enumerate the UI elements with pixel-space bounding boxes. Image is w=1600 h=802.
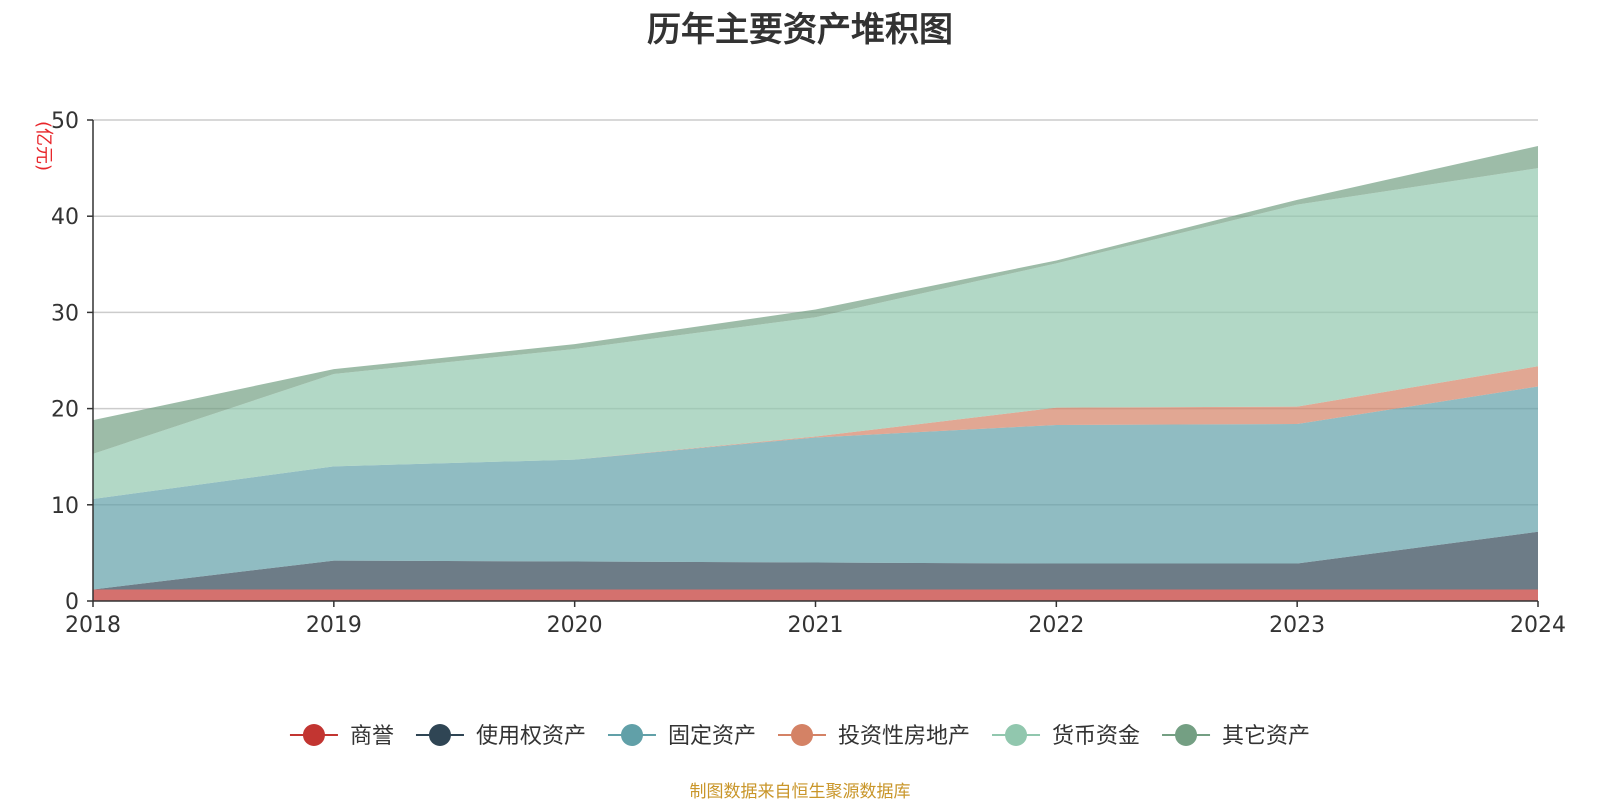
legend-label: 固定资产 bbox=[668, 724, 756, 749]
x-tick-label: 2024 bbox=[1510, 613, 1566, 638]
y-tick-label: 50 bbox=[51, 109, 79, 134]
legend-item-1: 使用权资产 bbox=[415, 724, 586, 749]
legend-item-2: 固定资产 bbox=[607, 724, 756, 749]
area-series bbox=[93, 145, 1538, 601]
x-tick-label: 2020 bbox=[547, 613, 603, 638]
chart-title: 历年主要资产堆积图 bbox=[647, 10, 953, 50]
legend-label: 使用权资产 bbox=[476, 724, 586, 749]
legend-label: 商誉 bbox=[350, 724, 394, 749]
tick-labels: 0 10 20 30 40 50 2018 2019 2020 2021 2022 2023 2024 bbox=[51, 109, 1566, 638]
legend-item-4: 货币资金 bbox=[992, 724, 1140, 749]
legend-marker bbox=[620, 724, 643, 746]
legend-marker bbox=[1005, 724, 1028, 746]
area-series-2 bbox=[93, 386, 1538, 590]
x-tick-label: 2019 bbox=[306, 613, 362, 638]
y-axis-label: (亿元) bbox=[33, 121, 54, 171]
legend-marker bbox=[1175, 724, 1198, 746]
x-tick-label: 2021 bbox=[788, 613, 844, 638]
legend-marker bbox=[302, 724, 325, 746]
legend-label: 投资性房地产 bbox=[838, 724, 970, 749]
y-tick-label: 10 bbox=[51, 494, 79, 519]
y-tick-label: 0 bbox=[65, 590, 79, 615]
x-tick-label: 2018 bbox=[65, 613, 121, 638]
area-series-0 bbox=[93, 589, 1538, 601]
legend-item-0: 商誉 bbox=[289, 724, 394, 749]
legend-label: 货币资金 bbox=[1052, 724, 1140, 749]
legend-item-3: 投资性房地产 bbox=[778, 724, 970, 749]
area-series-1 bbox=[93, 531, 1538, 590]
legend-label: 其它资产 bbox=[1222, 724, 1310, 749]
legend-marker bbox=[428, 724, 451, 746]
y-tick-label: 30 bbox=[51, 301, 79, 326]
area-series-4 bbox=[93, 168, 1538, 500]
x-tick-label: 2023 bbox=[1269, 613, 1325, 638]
legend-marker bbox=[791, 724, 813, 746]
source-note: 制图数据来自恒生聚源数据库 bbox=[689, 782, 911, 802]
x-tick-label: 2022 bbox=[1028, 613, 1084, 638]
y-tick-label: 20 bbox=[51, 398, 79, 423]
legend: 商誉 使用权资产 固定资产 投资性房地产 货币资金 其它资产 bbox=[289, 724, 1310, 749]
y-tick-label: 40 bbox=[51, 205, 79, 230]
legend-item-5: 其它资产 bbox=[1162, 724, 1310, 749]
